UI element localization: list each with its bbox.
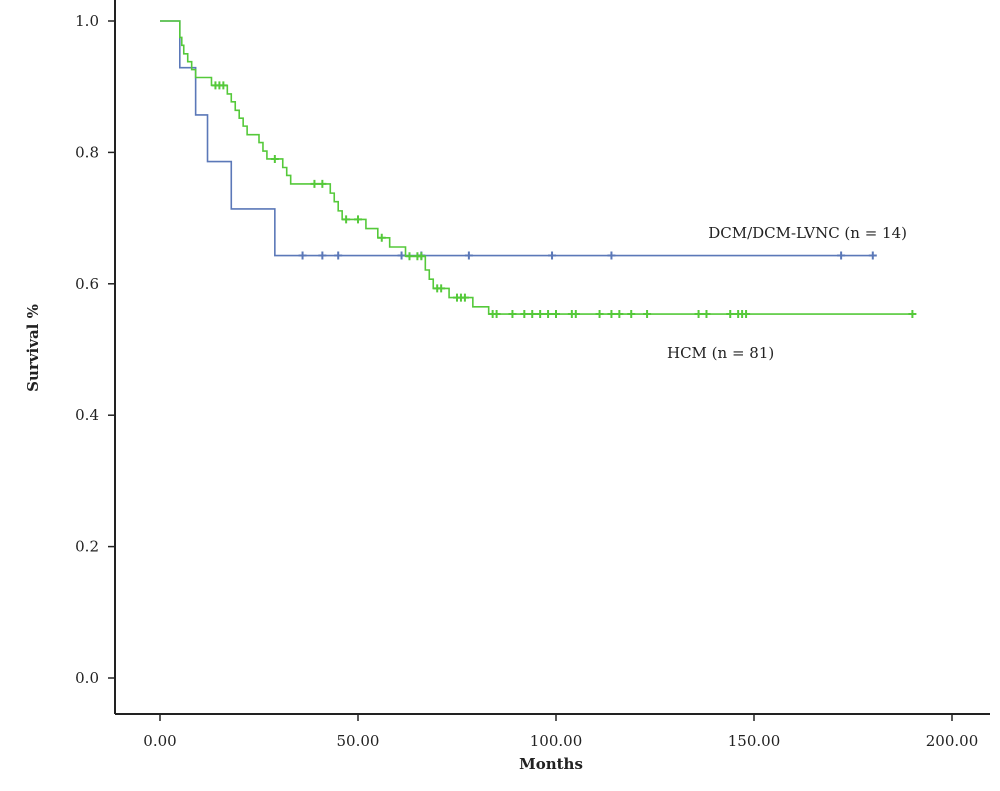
censor-mark-hcm [342, 215, 351, 224]
series-hcm [160, 20, 917, 319]
y-tick-label: 0.2 [75, 538, 99, 556]
censor-mark-hcm [270, 154, 279, 163]
censor-mark-hcm [536, 310, 545, 319]
x-tick-label: 50.00 [337, 732, 380, 750]
censor-mark-dcm-lvnc [837, 251, 846, 260]
censor-mark-hcm [595, 310, 604, 319]
censor-mark-dcm-lvnc [334, 251, 343, 260]
axes [114, 0, 990, 715]
censor-mark-dcm-lvnc [464, 251, 473, 260]
censor-mark-hcm [702, 310, 711, 319]
censor-mark-hcm [219, 81, 228, 90]
censor-mark-dcm-lvnc [868, 251, 877, 260]
y-axis-title: Survival % [24, 304, 42, 392]
censor-mark-hcm [318, 179, 327, 188]
x-ticks: 0.00 50.00 100.00 150.00 200.00 [143, 714, 978, 750]
censor-mark-hcm [694, 310, 703, 319]
y-tick-label: 0.8 [75, 143, 99, 161]
censor-mark-hcm [627, 310, 636, 319]
y-ticks: 0.0 0.2 0.4 0.6 0.8 1.0 [75, 12, 115, 687]
x-tick-label: 150.00 [728, 732, 781, 750]
censor-mark-dcm-lvnc [298, 251, 307, 260]
censor-mark-hcm [354, 215, 362, 224]
censor-mark-hcm [460, 293, 469, 302]
censor-mark-dcm-lvnc [318, 251, 327, 260]
censor-mark-hcm [643, 310, 652, 319]
censor-mark-hcm [377, 233, 386, 242]
series-layer [160, 20, 917, 319]
censor-mark-hcm [544, 310, 553, 319]
series-line-hcm [160, 20, 913, 315]
censor-mark-hcm [528, 310, 537, 319]
y-tick-label: 0.6 [75, 275, 99, 293]
series-line-dcm-lvnc [160, 20, 873, 257]
x-tick-label: 200.00 [926, 732, 979, 750]
censor-mark-hcm [607, 310, 616, 319]
series-labels: DCM/DCM-LVNC (n = 14) HCM (n = 81) [667, 224, 907, 362]
censor-mark-hcm [437, 284, 446, 293]
x-tick-label: 0.00 [143, 732, 176, 750]
censor-mark-dcm-lvnc [397, 251, 406, 260]
censor-mark-hcm [726, 310, 735, 319]
censor-mark-hcm [508, 310, 517, 319]
censor-mark-hcm [552, 310, 560, 319]
censor-mark-hcm [615, 310, 624, 319]
series-label-dcm-lvnc: DCM/DCM-LVNC (n = 14) [708, 224, 907, 242]
censor-mark-dcm-lvnc [607, 251, 616, 260]
x-axis-title: Months [519, 755, 583, 773]
y-tick-label: 1.0 [75, 12, 99, 30]
censor-mark-hcm [417, 252, 426, 261]
y-tick-label: 0.0 [75, 669, 99, 687]
x-tick-label: 100.00 [530, 732, 583, 750]
censor-mark-hcm [908, 310, 917, 319]
censor-mark-hcm [571, 310, 580, 319]
censor-mark-hcm [742, 310, 751, 319]
censor-mark-hcm [492, 310, 501, 319]
series-label-hcm: HCM (n = 81) [667, 344, 774, 362]
y-tick-label: 0.4 [75, 406, 99, 424]
censor-mark-hcm [520, 310, 529, 319]
censor-mark-hcm [405, 252, 414, 261]
censor-mark-dcm-lvnc [548, 251, 557, 260]
censor-mark-hcm [310, 179, 319, 188]
